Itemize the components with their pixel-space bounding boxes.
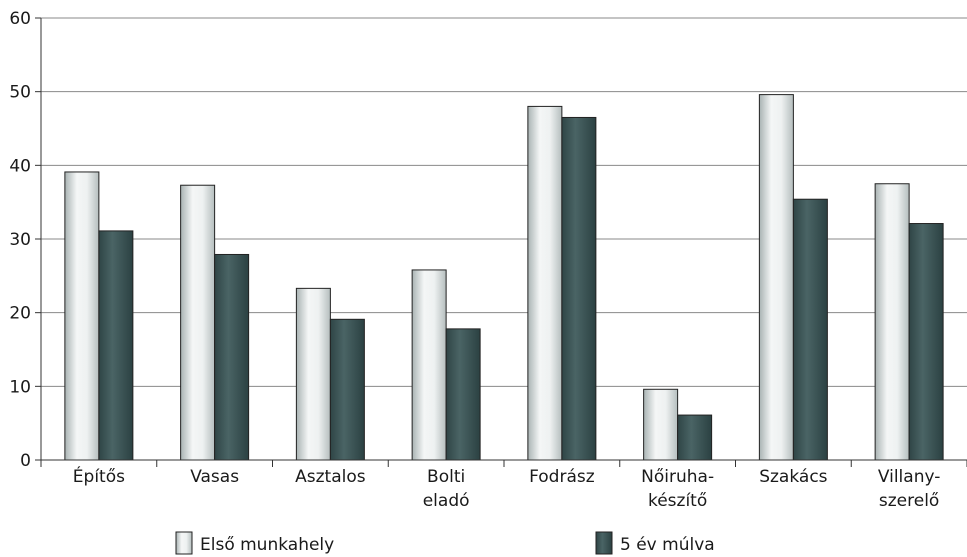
legend-swatch [175, 531, 193, 555]
y-tick-label: 30 [9, 230, 31, 250]
x-tick-label: Vasas [190, 467, 239, 487]
legend: Első munkahely 5 év múlva [175, 531, 715, 555]
bar-after-5-years [677, 414, 713, 461]
y-tick-label: 10 [9, 377, 31, 397]
legend-swatch [595, 531, 613, 555]
y-tick-label: 0 [20, 451, 31, 471]
x-tick-label: Bolti eladó [423, 467, 470, 511]
bar-first-job [411, 269, 447, 461]
y-tick-label: 60 [9, 9, 31, 29]
bar-first-job [874, 183, 910, 461]
x-tick-label: Asztalos [295, 467, 366, 487]
x-tick-label: Villany-szerelő [878, 467, 941, 511]
y-tick-labels: 0 10 20 30 40 50 60 [9, 9, 31, 471]
bar-first-job [295, 287, 331, 461]
x-tick-labels: Építős Vasas Asztalos Bolti eladó Fodrász Nőir… [73, 465, 941, 511]
y-tick-label: 20 [9, 304, 31, 324]
bar-after-5-years [908, 223, 944, 461]
bar-after-5-years [329, 318, 365, 461]
x-tick-label: Szakács [759, 467, 827, 487]
gridlines [41, 17, 967, 387]
bar-first-job [643, 388, 679, 461]
y-tick-label: 50 [9, 83, 31, 103]
legend-label: Első munkahely [200, 535, 334, 555]
x-tick-label: Fodrász [529, 467, 595, 487]
bar-first-job [527, 105, 563, 461]
bar-first-job [180, 184, 216, 461]
bar-first-job [64, 171, 100, 461]
bar-after-5-years [445, 328, 481, 461]
y-tick-label: 40 [9, 156, 31, 176]
legend-label: 5 év múlva [620, 535, 715, 555]
axes [35, 17, 967, 467]
bar-after-5-years [561, 116, 597, 461]
x-tick-label: Nőiruha-készítő [641, 467, 714, 511]
x-tick-label: Építős [73, 465, 125, 487]
bar-after-5-years [98, 230, 134, 461]
bar-after-5-years [792, 198, 828, 461]
bar-after-5-years [214, 253, 250, 461]
bars [64, 94, 944, 461]
bar-first-job [758, 94, 794, 461]
